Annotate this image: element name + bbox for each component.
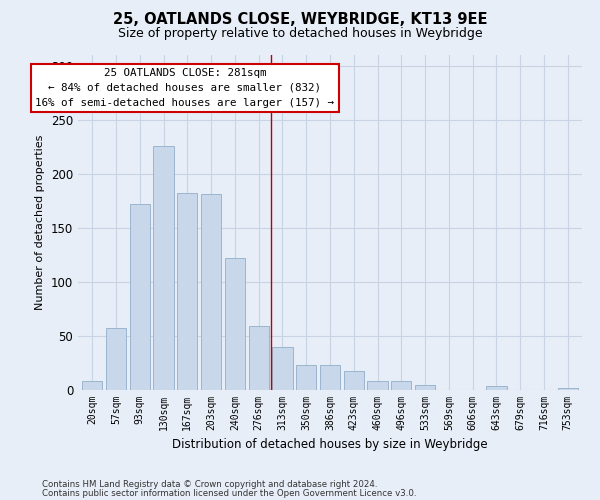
Bar — [296, 365, 316, 390]
Bar — [320, 365, 340, 390]
Text: Contains HM Land Registry data © Crown copyright and database right 2024.: Contains HM Land Registry data © Crown c… — [42, 480, 377, 489]
Bar — [225, 258, 245, 390]
Bar — [177, 194, 197, 390]
Bar — [201, 194, 221, 390]
Bar — [344, 370, 364, 390]
Y-axis label: Number of detached properties: Number of detached properties — [35, 135, 46, 310]
Bar — [272, 347, 293, 390]
Bar — [154, 146, 173, 390]
Text: 25, OATLANDS CLOSE, WEYBRIDGE, KT13 9EE: 25, OATLANDS CLOSE, WEYBRIDGE, KT13 9EE — [113, 12, 487, 28]
X-axis label: Distribution of detached houses by size in Weybridge: Distribution of detached houses by size … — [172, 438, 488, 452]
Bar — [248, 326, 269, 390]
Text: 25 OATLANDS CLOSE: 281sqm
← 84% of detached houses are smaller (832)
16% of semi: 25 OATLANDS CLOSE: 281sqm ← 84% of detac… — [35, 68, 334, 108]
Bar — [106, 328, 126, 390]
Bar — [391, 382, 412, 390]
Text: Size of property relative to detached houses in Weybridge: Size of property relative to detached ho… — [118, 28, 482, 40]
Bar — [557, 388, 578, 390]
Bar — [367, 382, 388, 390]
Bar — [130, 204, 150, 390]
Bar — [82, 382, 103, 390]
Text: Contains public sector information licensed under the Open Government Licence v3: Contains public sector information licen… — [42, 490, 416, 498]
Bar — [415, 384, 435, 390]
Bar — [487, 386, 506, 390]
